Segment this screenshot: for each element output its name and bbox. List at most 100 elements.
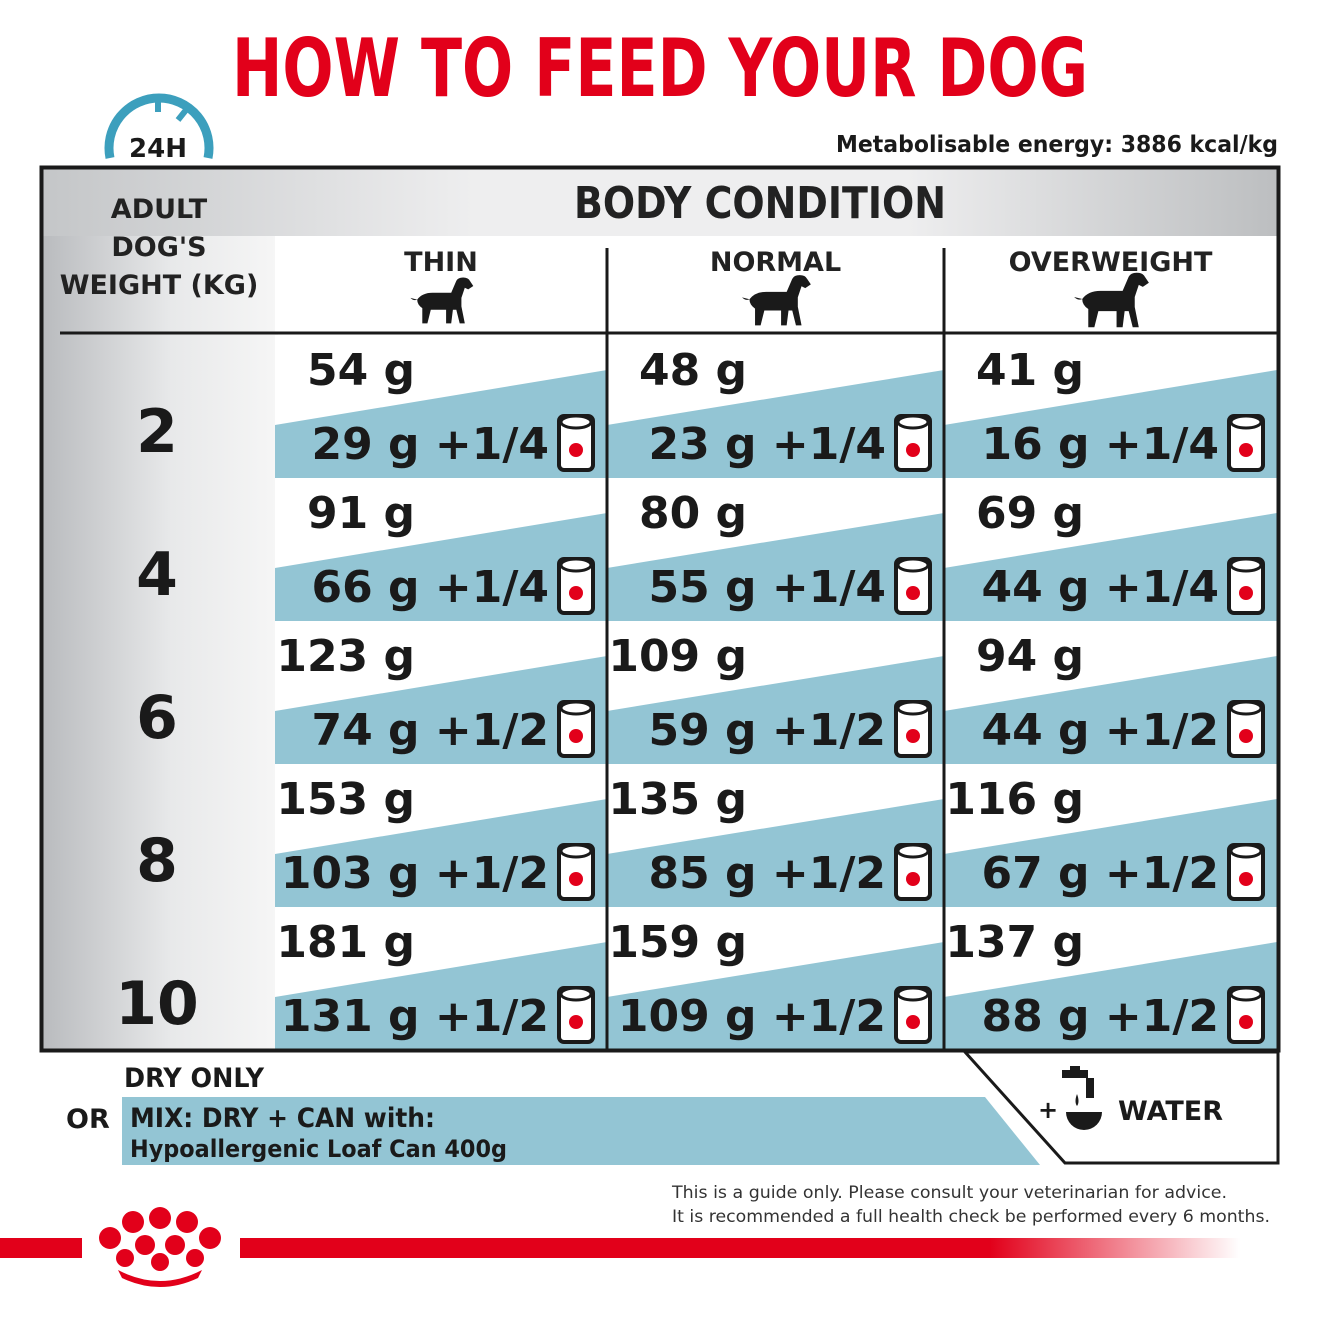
mix-amount: 103 g +1/2: [281, 848, 549, 899]
can-lid: [896, 414, 930, 430]
dog-icon: [410, 277, 474, 324]
can-logo: [569, 872, 583, 886]
can-icon: [557, 557, 595, 615]
column-header: OVERWEIGHT: [1009, 247, 1213, 278]
title: HOW TO FEED YOUR DOG: [232, 22, 1088, 115]
can-icon: [894, 986, 932, 1044]
disclaimer: This is a guide only. Please consult you…: [671, 1183, 1227, 1203]
can-logo: [569, 443, 583, 457]
energy: Metabolisable energy: 3886 kcal/kg: [836, 132, 1278, 158]
mix-amount: 109 g +1/2: [618, 991, 886, 1042]
dry-amount: 91 g: [307, 488, 415, 539]
mix-amount: 88 g +1/2: [981, 991, 1219, 1042]
dry-amount: 48 g: [639, 345, 747, 396]
can-lid: [559, 414, 593, 430]
can-logo: [906, 872, 920, 886]
dog-icon: [742, 275, 811, 326]
dry-amount: 109 g: [608, 631, 747, 682]
mix-amount: 55 g +1/4: [648, 562, 886, 613]
mix-amount: 16 g +1/4: [981, 419, 1219, 470]
can-logo: [569, 729, 583, 743]
can-icon: [894, 557, 932, 615]
dry-amount: 153 g: [276, 774, 415, 825]
dry-amount: 69 g: [976, 488, 1084, 539]
column-header: THIN: [404, 247, 478, 278]
weight-header: ADULT: [111, 194, 208, 225]
weight: 10: [115, 969, 199, 1039]
can-logo: [906, 586, 920, 600]
cells: 2 54 g 29 g +1/4 48 g 23 g +1/4 41 g 16 g +1/4…: [115, 335, 1277, 1050]
mix-amount: 74 g +1/2: [311, 705, 549, 756]
cell-band: [607, 513, 944, 621]
can-lid: [559, 843, 593, 859]
cell-band: [275, 656, 607, 764]
brand-logo: [0, 1207, 1240, 1287]
cell-band: [944, 513, 1277, 621]
weight: 8: [136, 826, 178, 896]
dog-icon: [1074, 272, 1149, 328]
can-lid: [1229, 986, 1263, 1002]
dry-amount: 123 g: [276, 631, 415, 682]
can-icon: [557, 700, 595, 758]
condition-header: BODY CONDITION: [574, 178, 946, 229]
cell-band: [275, 799, 607, 907]
can-lid: [559, 986, 593, 1002]
can-logo: [1239, 872, 1253, 886]
weight-header: WEIGHT (KG): [60, 270, 259, 301]
can-icon: [1227, 557, 1265, 615]
mix-amount: 67 g +1/2: [981, 848, 1219, 899]
can-lid: [1229, 700, 1263, 716]
dry-amount: 80 g: [639, 488, 747, 539]
cell-band: [607, 370, 944, 478]
can-logo: [906, 729, 920, 743]
can-name: Hypoallergenic Loaf Can 400g: [130, 1135, 507, 1163]
cell-band: [944, 942, 1277, 1050]
can-logo: [569, 1015, 583, 1029]
mix-amount: 85 g +1/2: [648, 848, 886, 899]
table: BODY CONDITION ADULT DOG'S WEIGHT (KG) THIN…: [42, 168, 1278, 1050]
can-icon: [1227, 986, 1265, 1044]
dry-amount: 116 g: [945, 774, 1084, 825]
can-lid: [896, 843, 930, 859]
dry-amount: 135 g: [608, 774, 747, 825]
can-lid: [896, 986, 930, 1002]
cell-band: [275, 513, 607, 621]
dry-amount: 137 g: [945, 917, 1084, 968]
mix-amount: 44 g +1/4: [981, 562, 1219, 613]
cell-band: [944, 799, 1277, 907]
can-lid: [1229, 843, 1263, 859]
weight-header: DOG'S: [111, 232, 206, 263]
can-logo: [1239, 1015, 1253, 1029]
dry-amount: 94 g: [976, 631, 1084, 682]
mix-amount: 44 g +1/2: [981, 705, 1219, 756]
can-lid: [896, 557, 930, 573]
cell-band: [607, 942, 944, 1050]
dry-amount: 54 g: [307, 345, 415, 396]
weight: 6: [136, 683, 178, 753]
clock-badge: 24H: [104, 93, 214, 164]
cell-band: [944, 656, 1277, 764]
can-icon: [1227, 414, 1265, 472]
cell-band: [275, 370, 607, 478]
cell-band: [607, 799, 944, 907]
mix-amount: 59 g +1/2: [648, 705, 886, 756]
can-icon: [1227, 843, 1265, 901]
can-logo: [1239, 729, 1253, 743]
or: OR: [66, 1104, 110, 1135]
dry-amount: 181 g: [276, 917, 415, 968]
can-lid: [896, 700, 930, 716]
can-icon: [1227, 700, 1265, 758]
plus: +: [1038, 1096, 1058, 1124]
water: WATER: [1118, 1096, 1223, 1127]
mix-amount: 66 g +1/4: [311, 562, 549, 613]
can-icon: [557, 414, 595, 472]
can-logo: [1239, 443, 1253, 457]
dry-amount: 41 g: [976, 345, 1084, 396]
can-icon: [557, 843, 595, 901]
mix-amount: 29 g +1/4: [311, 419, 549, 470]
weight: 2: [136, 397, 178, 467]
can-lid: [559, 700, 593, 716]
can-lid: [1229, 557, 1263, 573]
footer: DRY ONLY OR MIX: DRY + CAN with: Hypoall…: [66, 1050, 1280, 1227]
